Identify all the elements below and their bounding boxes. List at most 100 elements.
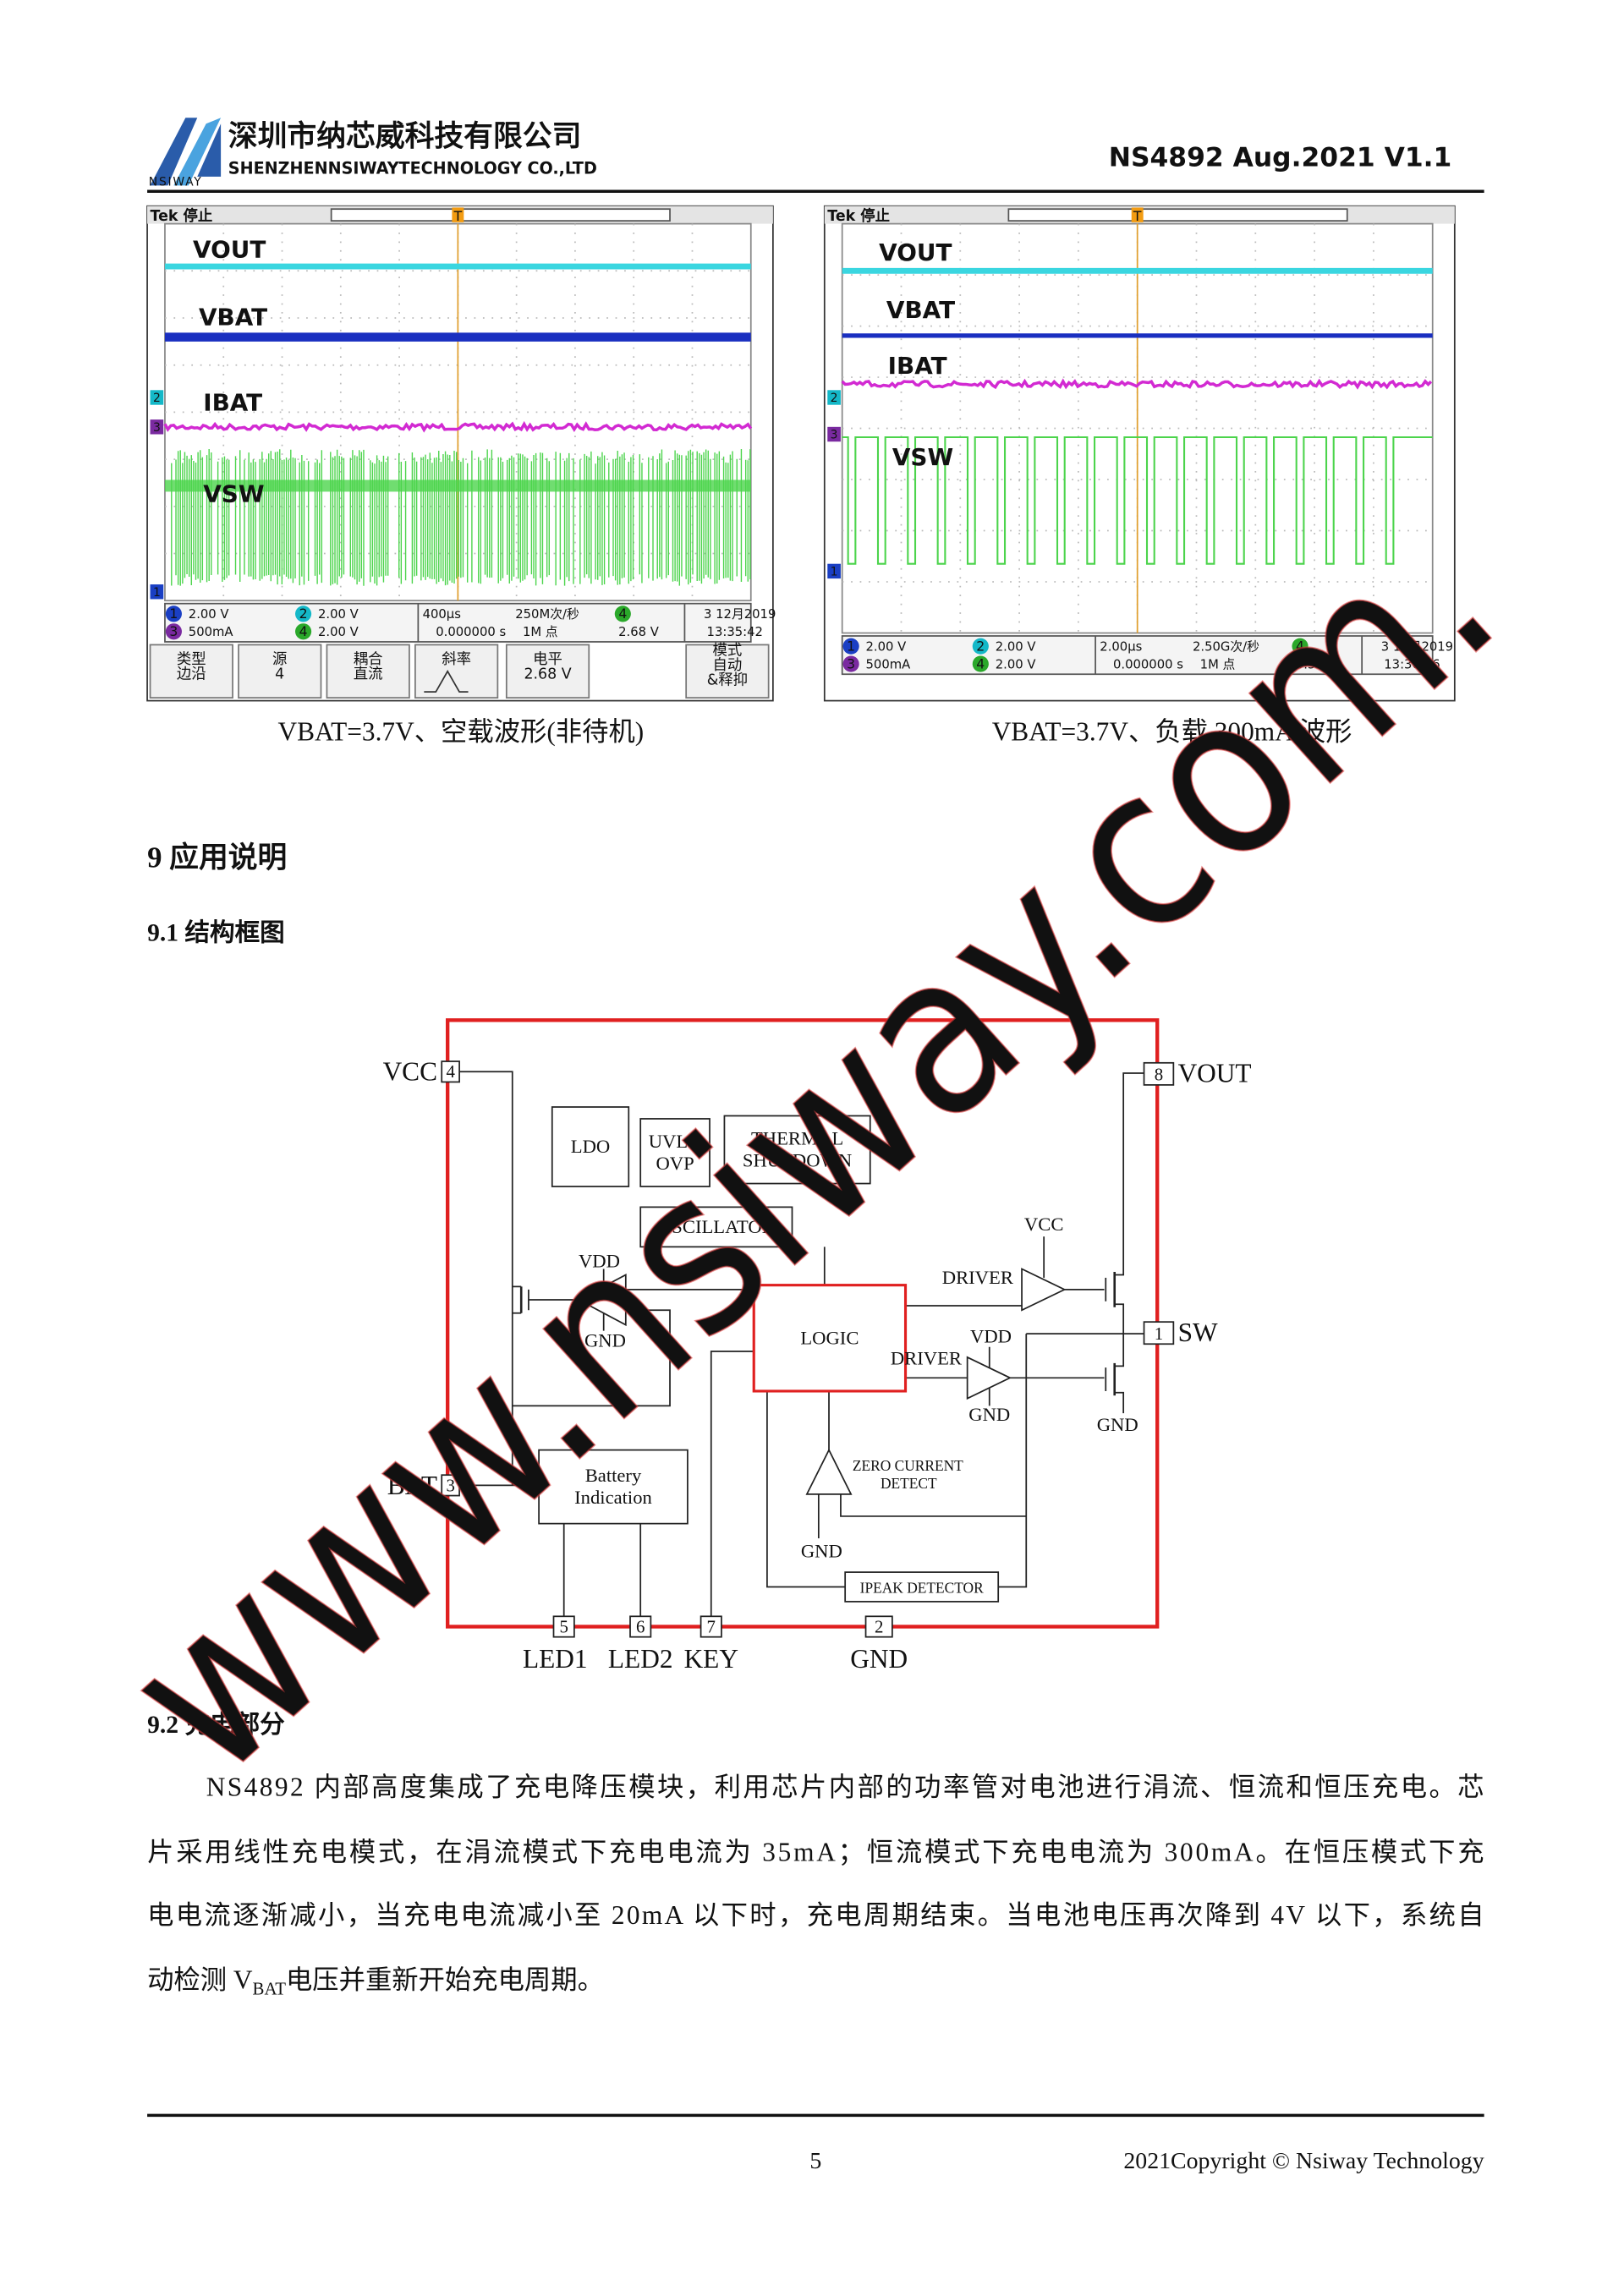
scope-info-bar (164, 602, 752, 643)
figure-caption: VBAT=3.7V、负载 300mA 波形 (992, 717, 1352, 747)
comparator (805, 1448, 853, 1495)
block-label: SHUTDOWN (743, 1150, 852, 1171)
menu-label: 自动 (713, 657, 743, 674)
channel-marker: 1 (153, 586, 161, 600)
trigger-level: 5.52 V (1296, 657, 1336, 671)
channel-badge-number: 4 (976, 655, 985, 671)
menu-label: 斜率 (442, 651, 471, 668)
channel-badge (165, 606, 182, 622)
wire (1114, 1334, 1125, 1367)
pin-box (552, 1615, 575, 1638)
menu-label: 类型 (177, 651, 206, 668)
trigger-level: 2.68 V (618, 625, 659, 639)
subsection-heading: 9.2 充电部分 (147, 1710, 285, 1739)
wire (840, 1493, 1027, 1517)
diagram-label: DRIVER (891, 1348, 963, 1369)
function-block (723, 1115, 871, 1185)
function-block (551, 1106, 630, 1187)
trace-label: VSW (892, 443, 953, 471)
function-block (639, 1118, 710, 1187)
block-label: Indication (574, 1487, 652, 1508)
channel-badge (842, 638, 859, 655)
menu-button (149, 644, 233, 699)
pin-number: 4 (446, 1061, 455, 1082)
driver (1021, 1268, 1067, 1312)
channel-marker: 1 (831, 566, 838, 579)
pin-label: GND (850, 1644, 908, 1674)
pin-number: 8 (1155, 1065, 1163, 1085)
trace-label: VBAT (199, 304, 267, 332)
menu-button (326, 644, 410, 699)
vsw-trace (842, 436, 1433, 565)
channel-marker: 3 (831, 429, 838, 442)
channel-badge (295, 606, 312, 622)
pin-label: BAT (387, 1471, 437, 1500)
timebase: 400μs (423, 607, 461, 622)
channel-marker-badge (827, 563, 841, 579)
block-label: OVP (656, 1153, 694, 1174)
function-block (639, 1206, 793, 1248)
trace-label: IBAT (888, 352, 947, 380)
menu-label: &释抑 (707, 671, 748, 688)
scope-record-gauge (1007, 208, 1348, 222)
channel-badge-number: 2 (976, 638, 985, 654)
channel-badge-number: 4 (618, 606, 627, 622)
block-label: Battery (585, 1465, 642, 1486)
wire (459, 1071, 513, 1486)
company-name-en: SHENZHENNSIWAYTECHNOLOGY CO.,LTD (228, 158, 597, 178)
diagram-label: GND (584, 1330, 626, 1351)
block-label: IPEAK DETECTOR (860, 1579, 984, 1596)
wire (1114, 1303, 1125, 1334)
body-text: 动检测 V (147, 1965, 253, 1995)
slope-icon (424, 670, 469, 693)
channel-scale: 2.00 V (318, 607, 359, 622)
scope-date: 3 12月2019 (704, 607, 776, 622)
page-number: 5 (809, 2148, 821, 2174)
ibat-trace (163, 420, 753, 433)
scope-info-bar (841, 635, 1434, 676)
channel-scale: 2.00 V (318, 625, 359, 639)
menu-label: 4 (275, 666, 284, 682)
pin-box (1143, 1321, 1175, 1345)
scope-date: 3 12月2019 (1381, 639, 1453, 654)
timebase: 2.00μs (1100, 639, 1142, 654)
channel-badge (972, 638, 989, 655)
scope-record-gauge (330, 208, 671, 222)
menu-button (238, 644, 322, 699)
channel-badge-number: 1 (847, 638, 855, 654)
channel-badge (614, 606, 631, 622)
pin-number: 3 (446, 1475, 454, 1495)
ibat-trace (841, 378, 1433, 390)
block-label: LOGIC (800, 1327, 859, 1348)
body-text-line: 片采用线性充电模式，在涓流模式下充电电流为 35mA；恒流模式下充电电流为 30… (147, 1837, 1484, 1866)
channel-marker-badge (150, 390, 164, 405)
diagram-label: ZERO CURRENT (853, 1457, 963, 1474)
scope-frame (823, 205, 1456, 702)
wire (1114, 1072, 1144, 1276)
menu-label: 电平 (533, 651, 562, 668)
body-text-line: 电电流逐渐减小，当充电电流减小至 20mA 以下时，充电周期结束。当电池电压再次… (147, 1900, 1484, 1930)
channel-badge (165, 623, 182, 640)
channel-badge-number: 1 (169, 606, 178, 622)
menu-label: 直流 (354, 666, 383, 682)
body-text: 电压并重新开始充电周期。 (286, 1965, 604, 1995)
pin-box (864, 1615, 893, 1638)
channel-marker-badge (150, 419, 164, 435)
record-length: 1M 点 (523, 625, 558, 639)
pin-box (700, 1615, 722, 1638)
trace-label: VOUT (193, 236, 266, 264)
channel-marker: 2 (153, 392, 161, 405)
channel-marker: 2 (831, 392, 838, 405)
pin-label: VCC (383, 1057, 437, 1087)
trigger-position: 0.000000 s (1113, 657, 1183, 671)
menu-label: 耦合 (354, 651, 383, 668)
channel-scale: 2.00 V (996, 657, 1036, 671)
channel-badge-number: 4 (1296, 638, 1304, 654)
channel-scale: 500mA (189, 625, 233, 639)
body-text-line: 动检测 VBAT电压并重新开始充电周期。 (147, 1965, 604, 1999)
pin-label: SW (1178, 1318, 1218, 1347)
wire (998, 1334, 1028, 1588)
channel-badge (1292, 638, 1309, 655)
